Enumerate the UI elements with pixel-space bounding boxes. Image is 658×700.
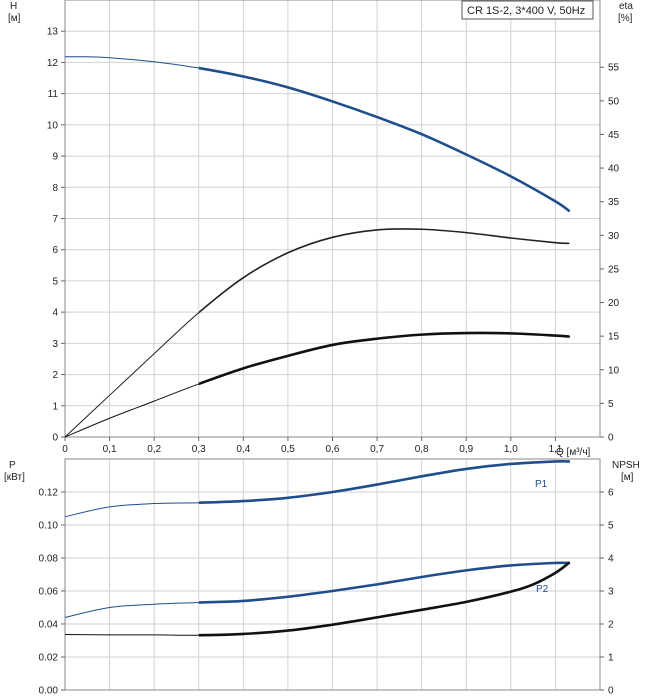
right-tick-label: 20 — [608, 298, 620, 309]
curve-extension-0-2 — [64, 383, 199, 438]
right-tick-label: 6 — [608, 488, 614, 499]
bottom-chart-series — [64, 459, 571, 637]
curve-extension-0-0 — [64, 56, 199, 69]
right-tick-label: 4 — [608, 554, 614, 565]
bottom-chart-left-ticks: 0.00 0.02 0.04 0.06 0.08 0.10 0.12 — [39, 488, 65, 697]
head-axis-label: H — [10, 1, 17, 12]
right-tick-label: 25 — [608, 264, 620, 275]
top-chart-series — [64, 56, 571, 438]
bottom-chart-frame — [64, 458, 601, 691]
left-tick-label: 10 — [47, 120, 59, 131]
left-tick-label: 0.02 — [39, 653, 59, 664]
series-label-p1: P1 — [535, 479, 548, 490]
curve-0-2 — [198, 331, 571, 386]
x-tick-label: 0,9 — [459, 444, 473, 455]
left-tick-label: 12 — [47, 58, 59, 69]
x-tick-label: 0,6 — [326, 444, 340, 455]
right-tick-label: 3 — [608, 587, 614, 598]
curve-extension-1-1 — [64, 602, 199, 618]
x-tick-label: 0,1 — [103, 444, 117, 455]
curve-1-2 — [198, 561, 571, 637]
right-tick-label: 5 — [608, 399, 614, 410]
curve-1-0 — [198, 459, 571, 505]
legend-label: CR 1S-2, 3*400 V, 50Hz — [467, 5, 585, 17]
left-tick-label: 9 — [52, 152, 58, 163]
right-tick-label: 45 — [608, 130, 620, 141]
top-chart-right-ticks: 0 5 10 15 20 25 30 35 40 45 50 55 — [600, 63, 620, 444]
curve-0-1 — [198, 228, 570, 314]
right-tick-label: 2 — [608, 620, 614, 631]
power-axis-unit: [кВт] — [4, 472, 25, 483]
flow-axis-label: Q [м³/ч] — [556, 447, 591, 458]
right-tick-label: 0 — [608, 433, 614, 444]
left-tick-label: 4 — [52, 308, 58, 319]
right-tick-label: 55 — [608, 63, 620, 74]
x-tick-label: 1,0 — [504, 444, 518, 455]
npsh-axis-label: NPSH — [612, 460, 640, 471]
x-tick-label: 1,1 — [548, 444, 562, 455]
legend-box — [461, 0, 594, 20]
curve-extension-0-1 — [64, 311, 199, 438]
left-tick-label: 0 — [52, 433, 58, 444]
left-tick-label: 0.12 — [39, 488, 59, 499]
right-tick-label: 40 — [608, 164, 620, 175]
x-tick-label: 0,3 — [192, 444, 206, 455]
x-tick-label: 0,5 — [281, 444, 295, 455]
left-tick-label: 0.08 — [39, 554, 59, 565]
left-tick-label: 0.10 — [39, 521, 59, 532]
left-tick-label: 0.00 — [39, 686, 59, 697]
right-tick-label: 15 — [608, 332, 620, 343]
left-tick-label: 5 — [52, 276, 58, 287]
x-tick-label: 0,2 — [147, 444, 161, 455]
right-tick-label: 10 — [608, 365, 620, 376]
bottom-chart-right-ticks: 0 1 2 3 4 5 6 — [600, 488, 614, 697]
curve-1-1 — [198, 561, 571, 604]
left-tick-label: 13 — [47, 27, 59, 38]
left-tick-label: 8 — [52, 183, 58, 194]
right-tick-label: 35 — [608, 197, 620, 208]
x-tick-label: 0,8 — [415, 444, 429, 455]
right-tick-label: 5 — [608, 521, 614, 532]
x-tick-label: 0,7 — [370, 444, 384, 455]
curve-0-0 — [198, 66, 571, 212]
left-tick-label: 0.04 — [39, 620, 59, 631]
curve-extension-1-2 — [64, 634, 199, 636]
eta-axis-label: eta — [619, 1, 633, 12]
npsh-axis-unit: [м] — [621, 472, 634, 483]
right-tick-label: 50 — [608, 96, 620, 107]
left-tick-label: 11 — [48, 89, 59, 100]
right-tick-label: 1 — [608, 653, 614, 664]
x-tick-label: 0 — [62, 444, 68, 455]
top-chart-x-ticks: 0 0,1 0,2 0,3 0,4 0,5 0,6 0,7 0,8 0,9 1,0 1,1 — [62, 437, 563, 455]
left-tick-label: 7 — [52, 214, 58, 225]
left-tick-label: 2 — [52, 370, 58, 381]
head-axis-unit: [м] — [8, 13, 21, 24]
right-tick-label: 30 — [608, 231, 620, 242]
left-tick-label: 6 — [52, 245, 58, 256]
x-tick-label: 0,4 — [236, 444, 250, 455]
power-axis-label: P — [9, 460, 16, 471]
curve-extension-1-0 — [64, 502, 199, 518]
eta-axis-unit: [%] — [618, 13, 633, 24]
left-tick-label: 0.06 — [39, 587, 59, 598]
right-tick-label: 0 — [608, 686, 614, 697]
left-tick-label: 3 — [52, 339, 58, 350]
left-tick-label: 1 — [52, 401, 58, 412]
bottom-chart-grid — [64, 459, 600, 691]
top-chart-grid — [64, 0, 600, 438]
series-label-p2: P2 — [536, 584, 549, 595]
